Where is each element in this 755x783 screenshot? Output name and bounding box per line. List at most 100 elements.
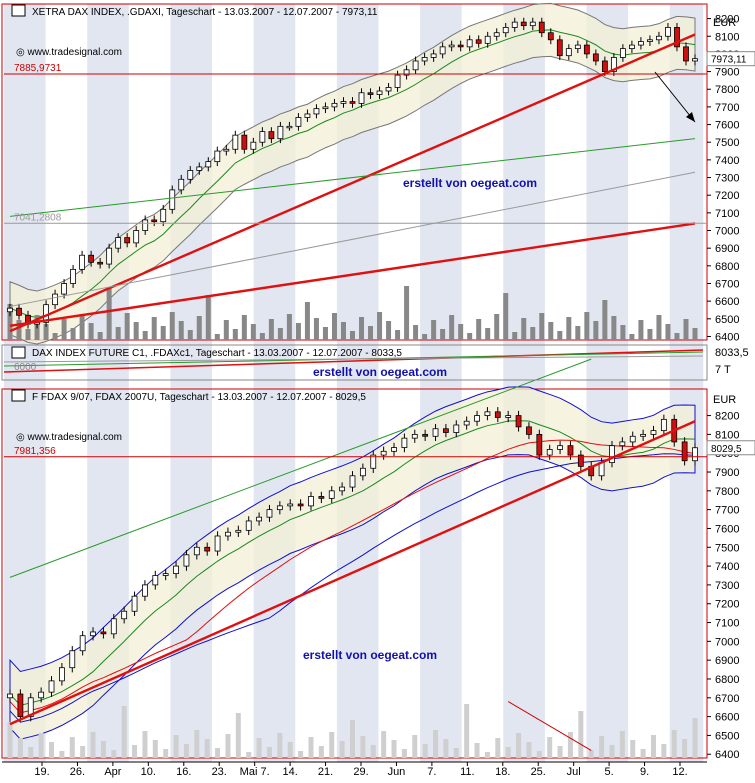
- stripe: [611, 4, 621, 762]
- volume-bar: [25, 329, 31, 340]
- y-tick-label: 7600: [715, 120, 739, 132]
- volume-bar: [526, 742, 532, 758]
- x-tick-label: Apr: [104, 766, 121, 778]
- candle-body: [494, 411, 501, 418]
- candle-body: [304, 113, 311, 118]
- stripe: [203, 4, 213, 762]
- candle-body: [115, 237, 122, 249]
- candle-body: [457, 44, 464, 48]
- candle-body: [432, 428, 439, 437]
- volume-bar: [187, 330, 193, 340]
- y-tick-label: 6800: [715, 674, 739, 686]
- y-tick-label: 6600: [715, 296, 739, 308]
- panel-0: 6400 6500 6600 6700 6800 6900 7000 7100 7200 7300…: [1, 2, 755, 345]
- y-tick-label: 6900: [715, 655, 739, 667]
- x-tick-label: Jul: [567, 766, 581, 778]
- volume-bar: [575, 326, 581, 340]
- volume-bar: [620, 325, 626, 340]
- stripe: [578, 4, 587, 762]
- volume-bar: [173, 735, 179, 758]
- mini-last-value: 8033,5: [715, 347, 749, 359]
- x-tick-label: 7.: [427, 766, 436, 778]
- volume-bar: [567, 732, 573, 758]
- candle-body: [380, 450, 387, 456]
- volume-bar: [377, 312, 383, 340]
- x-tick-label: 11.: [460, 766, 474, 778]
- x-axis: 19. 26. Apr 10. 16. 23. Mai 7. 14. 21. 29. Jun 7. 11…: [2, 761, 707, 778]
- candle-body: [61, 283, 67, 295]
- volume-bar: [630, 740, 636, 758]
- stripe: [686, 4, 695, 762]
- trendline: [9, 138, 696, 217]
- y-tick-label: 7700: [715, 102, 739, 114]
- title-marker: [11, 346, 26, 359]
- candle-body: [640, 433, 647, 437]
- volume-bar: [386, 321, 392, 340]
- stripe: [478, 4, 487, 762]
- candle-body: [97, 261, 104, 265]
- stripe: [353, 4, 363, 762]
- volume-bar: [370, 745, 376, 758]
- candle-body: [681, 441, 688, 462]
- stripe: [178, 4, 188, 762]
- y-tick-label: 6500: [715, 730, 739, 742]
- volume-bar: [80, 746, 86, 758]
- candle-body: [650, 430, 657, 435]
- volume-bar: [359, 317, 365, 340]
- volume-bar: [124, 313, 130, 340]
- stripe: [336, 4, 346, 762]
- candle-body: [376, 90, 383, 95]
- candle-body: [394, 74, 401, 88]
- volume-bar: [350, 720, 355, 758]
- stripe: [220, 4, 229, 762]
- stripe: [528, 4, 537, 762]
- candle-body: [339, 486, 346, 492]
- candle-body: [235, 529, 242, 533]
- level-label: 7041,2808: [14, 212, 62, 223]
- watermark-label: erstellt von oegeat.com: [313, 365, 447, 379]
- y-tick-label: 7300: [715, 580, 739, 592]
- volume-bar: [360, 736, 366, 758]
- candle-body: [7, 693, 13, 699]
- volume-bar: [115, 327, 121, 340]
- stripe: [162, 4, 171, 762]
- stripe: [303, 4, 313, 762]
- candle-body: [610, 57, 617, 72]
- y-tick-label: 6400: [715, 749, 739, 761]
- candle-body: [340, 101, 347, 104]
- volume-bar: [638, 320, 644, 340]
- x-tick-label: 18.: [495, 766, 510, 778]
- volume-bar: [132, 745, 138, 758]
- volume-bar: [49, 742, 55, 758]
- volume-bar: [69, 737, 75, 758]
- candle-body: [106, 247, 113, 265]
- volume-bar: [557, 746, 563, 758]
- x-tick-label: 23.: [212, 766, 227, 778]
- x-tick-label: 26.: [70, 766, 85, 778]
- volume-bar: [298, 751, 304, 758]
- stripe: [145, 4, 155, 762]
- title-marker: [11, 389, 26, 402]
- stripe: [53, 4, 63, 762]
- volume-bar: [671, 730, 677, 758]
- volume-bar: [287, 742, 293, 758]
- y-tick-label: 7000: [715, 226, 739, 238]
- volume-bar: [151, 317, 157, 340]
- axis-unit-label: EUR: [713, 394, 736, 406]
- stripe: [212, 4, 221, 762]
- stripe: [678, 4, 687, 762]
- candle-body: [349, 101, 356, 104]
- volume-bar: [28, 747, 34, 758]
- candle-body: [422, 433, 429, 437]
- stripe: [103, 4, 113, 762]
- stripe: [62, 4, 71, 762]
- stripe: [228, 4, 238, 762]
- y-tick-label: 7800: [715, 486, 739, 498]
- weekday-stripes: [4, 4, 704, 762]
- candle-body: [142, 584, 148, 597]
- volume-bar: [404, 286, 410, 340]
- volume-bar: [329, 732, 335, 758]
- volume-bar: [474, 743, 480, 758]
- candle-body: [359, 467, 366, 477]
